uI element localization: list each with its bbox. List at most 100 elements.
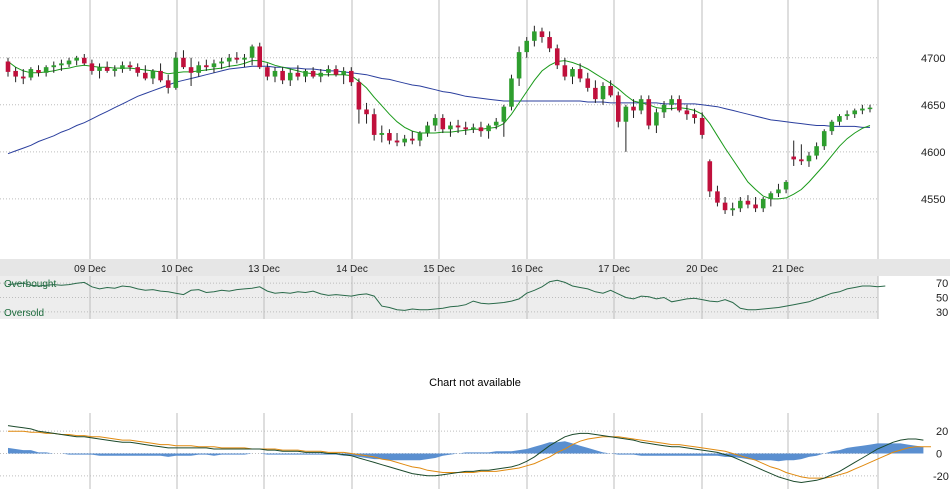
candle	[36, 65, 41, 77]
candle-body	[509, 78, 514, 107]
candle-body	[257, 46, 263, 68]
candle-body	[600, 85, 606, 100]
volume-unavailable-message: Chart not available	[429, 377, 521, 389]
candle-body	[5, 61, 11, 72]
candle	[463, 121, 468, 135]
candle	[13, 67, 18, 83]
candle-body	[623, 106, 629, 122]
candle-body	[806, 155, 812, 162]
candle	[852, 108, 858, 118]
candle-body	[43, 67, 49, 73]
candle	[722, 197, 728, 214]
candle-body	[738, 200, 743, 209]
candle	[570, 67, 575, 85]
candle	[440, 114, 446, 134]
candle-body	[402, 138, 407, 143]
date-label: 13 Dec	[248, 264, 280, 275]
candle	[348, 67, 354, 86]
candle	[303, 69, 308, 83]
macd-tick-label: -20	[933, 471, 949, 483]
candle-body	[356, 82, 362, 110]
candle	[593, 80, 598, 103]
candle-body	[455, 125, 461, 128]
candle	[356, 78, 362, 124]
date-label: 10 Dec	[161, 264, 193, 275]
candle-body	[295, 72, 301, 77]
candle	[432, 114, 438, 132]
date-label: 14 Dec	[336, 264, 368, 275]
candle-body	[615, 95, 621, 122]
candle-body	[692, 114, 697, 118]
candle-body	[577, 69, 583, 79]
candle-body	[554, 48, 560, 66]
date-axis-band	[0, 259, 950, 276]
candle-body	[776, 189, 781, 194]
price-axis-ticks: 4550 4600 4650 4700	[921, 53, 945, 206]
candle-body	[837, 116, 842, 122]
candle	[364, 102, 369, 124]
candle	[104, 61, 110, 73]
candle	[127, 61, 133, 71]
candle	[5, 57, 11, 77]
macd-axis-ticks: 20 0 -20	[933, 426, 949, 483]
candle	[43, 65, 49, 77]
macd-line	[7, 425, 924, 484]
candle	[417, 131, 423, 147]
rsi-axis-ticks: 70 50 30	[936, 278, 948, 319]
candle-body	[66, 60, 72, 65]
candle	[486, 123, 491, 139]
candle-body	[570, 69, 575, 77]
rsi-tick-label: 30	[936, 307, 948, 319]
long-ma-line	[7, 65, 870, 155]
candle	[280, 67, 285, 85]
candle	[158, 63, 163, 83]
candle-body	[684, 110, 690, 115]
candle	[425, 121, 430, 137]
candle-body	[654, 112, 659, 126]
candle	[59, 59, 64, 71]
candle	[799, 144, 804, 166]
candle-body	[265, 67, 270, 77]
candle	[242, 53, 247, 68]
candle	[295, 65, 301, 81]
macd-panel: 20 0 -20	[0, 413, 949, 489]
candle-body	[173, 57, 179, 88]
date-label: 21 Dec	[772, 264, 804, 275]
candle-body	[280, 70, 285, 81]
candle	[394, 133, 400, 147]
date-label: 09 Dec	[74, 264, 106, 275]
candle	[554, 44, 560, 70]
candle	[135, 63, 140, 77]
macd-series	[7, 425, 924, 484]
candle-body	[20, 76, 26, 79]
candle-body	[608, 85, 613, 96]
candle-body	[226, 57, 232, 62]
candle-body	[127, 65, 133, 68]
candle-body	[204, 65, 209, 68]
candle-body	[471, 127, 476, 130]
candle-body	[486, 125, 491, 132]
candle-body	[829, 121, 835, 132]
candle-body	[791, 156, 797, 160]
candle	[623, 104, 629, 152]
candle	[249, 44, 255, 66]
candle-body	[287, 72, 293, 81]
price-tick-label: 4550	[921, 194, 945, 206]
candle	[471, 123, 476, 134]
candle-body	[97, 67, 102, 71]
candle-body	[547, 37, 552, 49]
candle	[715, 185, 720, 207]
candle-body	[379, 133, 385, 135]
candle-body	[707, 161, 713, 192]
candle	[829, 119, 835, 135]
macd-gridlines	[0, 413, 879, 489]
candle	[112, 65, 118, 77]
candle-body	[860, 108, 865, 111]
candle-body	[593, 87, 598, 100]
candle-body	[417, 133, 423, 141]
candle-body	[730, 208, 735, 211]
candle	[661, 101, 667, 118]
candle	[539, 27, 545, 43]
date-label: 16 Dec	[511, 264, 543, 275]
candle-body	[501, 106, 507, 122]
